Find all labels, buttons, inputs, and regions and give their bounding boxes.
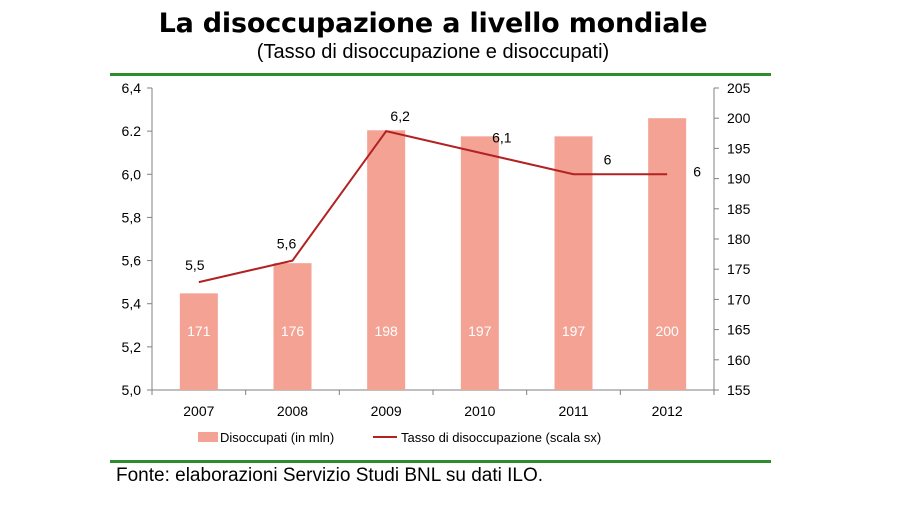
bar-value-label: 176 (281, 323, 305, 339)
left-tick-label: 5,6 (122, 253, 142, 269)
bar (367, 130, 406, 390)
bar-value-label: 200 (655, 323, 679, 339)
chart-axes: 6,4 6.2 6,0 5,8 5,6 5,4 5,2 5,0 205 200 195 190 185 1… (122, 80, 751, 419)
legend-line-label: Tasso di disoccupazione (scala sx) (401, 430, 601, 445)
line-value-label: 6,2 (390, 108, 410, 124)
left-tick-label: 6,4 (122, 80, 142, 96)
right-tick-label: 160 (727, 352, 751, 368)
left-tick-label: 6,0 (122, 166, 142, 182)
x-tick-label: 2009 (371, 403, 402, 419)
right-tick-label: 200 (727, 110, 751, 126)
bar (273, 263, 312, 390)
x-tick-label: 2011 (558, 403, 588, 419)
source-note: Fonte: elaborazioni Servizio Studi BNL s… (116, 465, 544, 486)
right-tick-label: 185 (727, 201, 751, 217)
bar-value-label: 171 (187, 323, 211, 339)
line-value-label: 5,6 (277, 236, 297, 252)
legend-bar-swatch (198, 432, 218, 442)
line-value-label: 6 (604, 151, 612, 167)
left-tick-label: 5,2 (122, 339, 142, 355)
line-path (198, 130, 668, 284)
left-tick-label: 5,0 (122, 382, 142, 398)
bottom-divider (110, 460, 771, 463)
right-tick-label: 155 (727, 382, 751, 398)
line-value-label: 5,5 (185, 257, 205, 273)
x-tick-label: 2007 (183, 403, 214, 419)
x-tick-label: 2008 (277, 403, 308, 419)
chart-subtitle: (Tasso di disoccupazione e disoccupati) (256, 41, 610, 63)
right-tick-label: 170 (727, 291, 751, 307)
line-value-label: 6 (693, 163, 701, 179)
line-value-label: 6,1 (492, 130, 512, 146)
right-tick-label: 195 (727, 140, 751, 156)
bar-value-label: 198 (374, 323, 398, 339)
legend-bar-label: Disoccupati (in mln) (220, 430, 334, 445)
line-series (198, 130, 668, 284)
right-tick-label: 180 (727, 231, 751, 247)
right-tick-label: 190 (727, 171, 751, 187)
right-tick-label: 165 (727, 322, 751, 338)
chart-title: La disoccupazione a livello mondiale (158, 8, 708, 39)
left-tick-label: 6.2 (122, 123, 142, 139)
bar-value-label: 197 (468, 323, 492, 339)
bar-series (179, 118, 687, 390)
bar (554, 136, 593, 390)
right-tick-label: 205 (727, 80, 751, 96)
top-divider (110, 73, 771, 76)
right-tick-label: 175 (727, 261, 751, 277)
bar (648, 118, 687, 390)
bar (179, 293, 218, 390)
left-tick-label: 5,4 (122, 296, 142, 312)
bar (460, 136, 499, 390)
data-labels: 171 176 198 197 197 200 5,5 5,6 6,2 6,1 6 6 (185, 108, 701, 339)
x-tick-label: 2010 (464, 403, 495, 419)
bar-value-label: 197 (562, 323, 586, 339)
chart-legend: Disoccupati (in mln) Tasso di disoccupazi… (198, 430, 601, 445)
left-tick-label: 5,8 (122, 209, 142, 225)
x-tick-label: 2012 (652, 403, 683, 419)
